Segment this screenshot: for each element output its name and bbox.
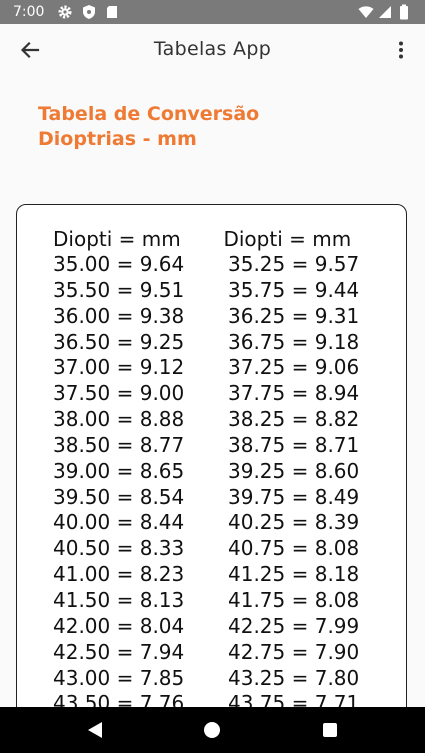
cell-right: 38.25 = 8.82: [228, 407, 360, 432]
table-row: 38.50 = 8.77 38.75 = 8.71: [53, 433, 383, 459]
cell-right: 42.25 = 7.99: [228, 613, 360, 638]
heading-line-2: Dioptrias - mm: [38, 128, 197, 150]
header-left: Diopti = mm: [53, 227, 181, 251]
cell-right: 41.25 = 8.18: [228, 562, 360, 587]
cell-left: 36.50 = 9.25: [53, 329, 185, 354]
cell-left: 35.50 = 9.51: [53, 277, 185, 302]
cell-left: 39.00 = 8.65: [53, 458, 185, 483]
cell-right: 37.75 = 8.94: [228, 381, 360, 406]
cell-left: 42.50 = 7.94: [53, 639, 185, 664]
header-right: Diopti = mm: [223, 227, 352, 251]
system-nav-bar: [0, 707, 425, 753]
signal-icon: [377, 4, 393, 20]
cell-left: 37.00 = 9.12: [53, 355, 185, 380]
shield-icon: [81, 4, 97, 20]
cell-right: 39.75 = 8.49: [228, 484, 360, 509]
table-row: 39.50 = 8.54 39.75 = 8.49: [53, 485, 383, 511]
home-circle-icon: [204, 722, 220, 738]
content-area[interactable]: Tabela de Conversão Dioptrias - mm Diopt…: [0, 76, 425, 707]
cell-left: 41.50 = 8.13: [53, 587, 185, 612]
table-row: 36.00 = 9.38 36.25 = 9.31: [53, 304, 383, 330]
app-bar: Tabelas App: [0, 24, 425, 76]
cell-right: 40.25 = 8.39: [228, 510, 360, 535]
table-rows: 35.00 = 9.64 35.25 = 9.57 35.50 = 9.51 35.…: [53, 252, 383, 707]
cell-left: 38.00 = 8.88: [53, 407, 185, 432]
table-row: 41.50 = 8.13 41.75 = 8.08: [53, 588, 383, 614]
table-row: 39.00 = 8.65 39.25 = 8.60: [53, 459, 383, 485]
gear-icon: [57, 4, 73, 20]
page-heading: Tabela de Conversão Dioptrias - mm: [38, 102, 259, 152]
cell-right: 43.25 = 7.80: [228, 665, 360, 690]
cell-right: 37.25 = 9.06: [228, 355, 360, 380]
cell-right: 39.25 = 8.60: [228, 458, 360, 483]
table-row: 35.50 = 9.51 35.75 = 9.44: [53, 278, 383, 304]
cell-right: 38.75 = 8.71: [228, 432, 360, 457]
cell-left: 35.00 = 9.64: [53, 252, 185, 276]
table-row: 35.00 = 9.64 35.25 = 9.57: [53, 252, 383, 278]
table-row: 38.00 = 8.88 38.25 = 8.82: [53, 407, 383, 433]
cell-left: 43.50 = 7.76: [53, 691, 185, 707]
table-row: 43.00 = 7.85 43.25 = 7.80: [53, 666, 383, 692]
back-triangle-icon: [88, 722, 102, 738]
table-row: 41.00 = 8.23 41.25 = 8.18: [53, 562, 383, 588]
cell-left: 43.00 = 7.85: [53, 665, 185, 690]
sd-card-icon: [104, 4, 120, 20]
table-header: Diopti = mm Diopti = mm: [53, 227, 373, 252]
table-row: 40.00 = 8.44 40.25 = 8.39: [53, 510, 383, 536]
back-button[interactable]: [14, 34, 46, 66]
cell-right: 43.75 = 7.71: [228, 691, 360, 707]
cell-left: 36.00 = 9.38: [53, 303, 185, 328]
nav-back-button[interactable]: [85, 720, 105, 740]
wifi-icon: [358, 4, 374, 20]
cell-left: 37.50 = 9.00: [53, 381, 185, 406]
nav-recents-button[interactable]: [320, 720, 340, 740]
cell-right: 36.75 = 9.18: [228, 329, 360, 354]
cell-left: 41.00 = 8.23: [53, 562, 185, 587]
cell-left: 38.50 = 8.77: [53, 432, 185, 457]
cell-left: 40.50 = 8.33: [53, 536, 185, 561]
recents-square-icon: [323, 723, 337, 737]
table-row: 42.00 = 8.04 42.25 = 7.99: [53, 614, 383, 640]
cell-left: 42.00 = 8.04: [53, 613, 185, 638]
table-row: 37.50 = 9.00 37.75 = 8.94: [53, 381, 383, 407]
status-bar: 7:00: [0, 0, 425, 24]
cell-right: 35.75 = 9.44: [228, 277, 360, 302]
nav-home-button[interactable]: [202, 720, 222, 740]
table-row: 37.00 = 9.12 37.25 = 9.06: [53, 355, 383, 381]
overflow-menu-button[interactable]: [389, 34, 413, 66]
table-row: 40.50 = 8.33 40.75 = 8.08: [53, 536, 383, 562]
more-vert-icon: [399, 41, 403, 59]
arrow-back-icon: [20, 41, 40, 59]
app-title: Tabelas App: [153, 38, 272, 60]
battery-icon: [398, 4, 410, 20]
table-row: 43.50 = 7.76 43.75 = 7.71: [53, 691, 383, 707]
table-row: 42.50 = 7.94 42.75 = 7.90: [53, 640, 383, 666]
heading-line-1: Tabela de Conversão: [38, 103, 260, 125]
cell-right: 35.25 = 9.57: [228, 252, 360, 276]
cell-right: 41.75 = 8.08: [228, 587, 360, 612]
table-row: 36.50 = 9.25 36.75 = 9.18: [53, 330, 383, 356]
status-time: 7:00: [13, 4, 45, 20]
cell-left: 39.50 = 8.54: [53, 484, 185, 509]
cell-right: 36.25 = 9.31: [228, 303, 360, 328]
cell-right: 40.75 = 8.08: [228, 536, 360, 561]
cell-right: 42.75 = 7.90: [228, 639, 360, 664]
conversion-table: Diopti = mm Diopti = mm 35.00 = 9.64 35.2…: [16, 204, 407, 707]
cell-left: 40.00 = 8.44: [53, 510, 185, 535]
